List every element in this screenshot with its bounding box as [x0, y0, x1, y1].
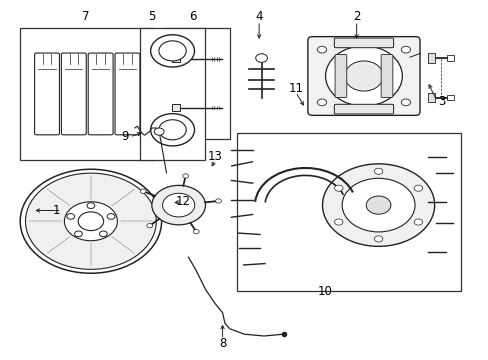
- FancyBboxPatch shape: [61, 53, 86, 135]
- Text: 11: 11: [287, 82, 303, 95]
- Ellipse shape: [344, 61, 383, 91]
- Circle shape: [334, 219, 342, 225]
- FancyBboxPatch shape: [88, 53, 113, 135]
- Text: 3: 3: [437, 95, 445, 108]
- Bar: [237, 134, 461, 291]
- Circle shape: [159, 120, 186, 140]
- Circle shape: [342, 178, 414, 232]
- Circle shape: [374, 168, 382, 174]
- Circle shape: [162, 193, 194, 217]
- Text: 9: 9: [121, 130, 128, 144]
- Bar: [163, 28, 229, 139]
- Circle shape: [317, 46, 326, 53]
- Ellipse shape: [25, 173, 156, 269]
- Circle shape: [401, 46, 410, 53]
- Circle shape: [140, 189, 146, 193]
- Text: 13: 13: [207, 150, 222, 163]
- Circle shape: [322, 164, 434, 246]
- Text: 6: 6: [189, 10, 197, 23]
- Ellipse shape: [64, 202, 117, 241]
- Circle shape: [87, 203, 95, 208]
- Bar: [446, 55, 453, 61]
- Circle shape: [67, 213, 75, 219]
- FancyBboxPatch shape: [334, 104, 393, 114]
- Circle shape: [413, 219, 422, 225]
- Circle shape: [146, 224, 152, 228]
- Circle shape: [374, 236, 382, 242]
- Circle shape: [159, 41, 186, 61]
- FancyBboxPatch shape: [307, 37, 419, 115]
- Bar: [20, 28, 154, 160]
- FancyBboxPatch shape: [334, 55, 346, 98]
- Circle shape: [154, 128, 163, 135]
- Circle shape: [107, 213, 115, 219]
- Bar: [427, 93, 434, 102]
- Text: 12: 12: [176, 195, 191, 208]
- Circle shape: [74, 231, 82, 237]
- Circle shape: [215, 199, 221, 203]
- FancyBboxPatch shape: [380, 55, 392, 98]
- Circle shape: [366, 196, 390, 214]
- Circle shape: [150, 114, 194, 146]
- Circle shape: [193, 230, 199, 234]
- Circle shape: [78, 212, 103, 231]
- Circle shape: [413, 185, 422, 191]
- FancyBboxPatch shape: [115, 53, 140, 135]
- Circle shape: [150, 35, 194, 67]
- Circle shape: [183, 174, 188, 178]
- Text: 8: 8: [219, 337, 226, 350]
- Circle shape: [152, 185, 205, 225]
- Circle shape: [334, 185, 342, 191]
- Bar: [172, 104, 180, 111]
- Circle shape: [99, 231, 107, 237]
- Ellipse shape: [20, 169, 161, 273]
- Bar: [140, 28, 205, 160]
- Circle shape: [317, 99, 326, 106]
- Text: 2: 2: [352, 10, 360, 23]
- Text: 5: 5: [148, 10, 155, 23]
- Bar: [427, 53, 434, 63]
- Circle shape: [255, 54, 267, 62]
- Text: 7: 7: [82, 10, 90, 23]
- Text: 4: 4: [255, 10, 263, 23]
- Circle shape: [401, 99, 410, 106]
- Text: 1: 1: [53, 204, 61, 217]
- Text: 10: 10: [317, 285, 332, 298]
- FancyBboxPatch shape: [334, 38, 393, 48]
- FancyBboxPatch shape: [35, 53, 60, 135]
- Bar: [446, 95, 453, 100]
- Ellipse shape: [325, 46, 402, 106]
- Bar: [172, 55, 180, 62]
